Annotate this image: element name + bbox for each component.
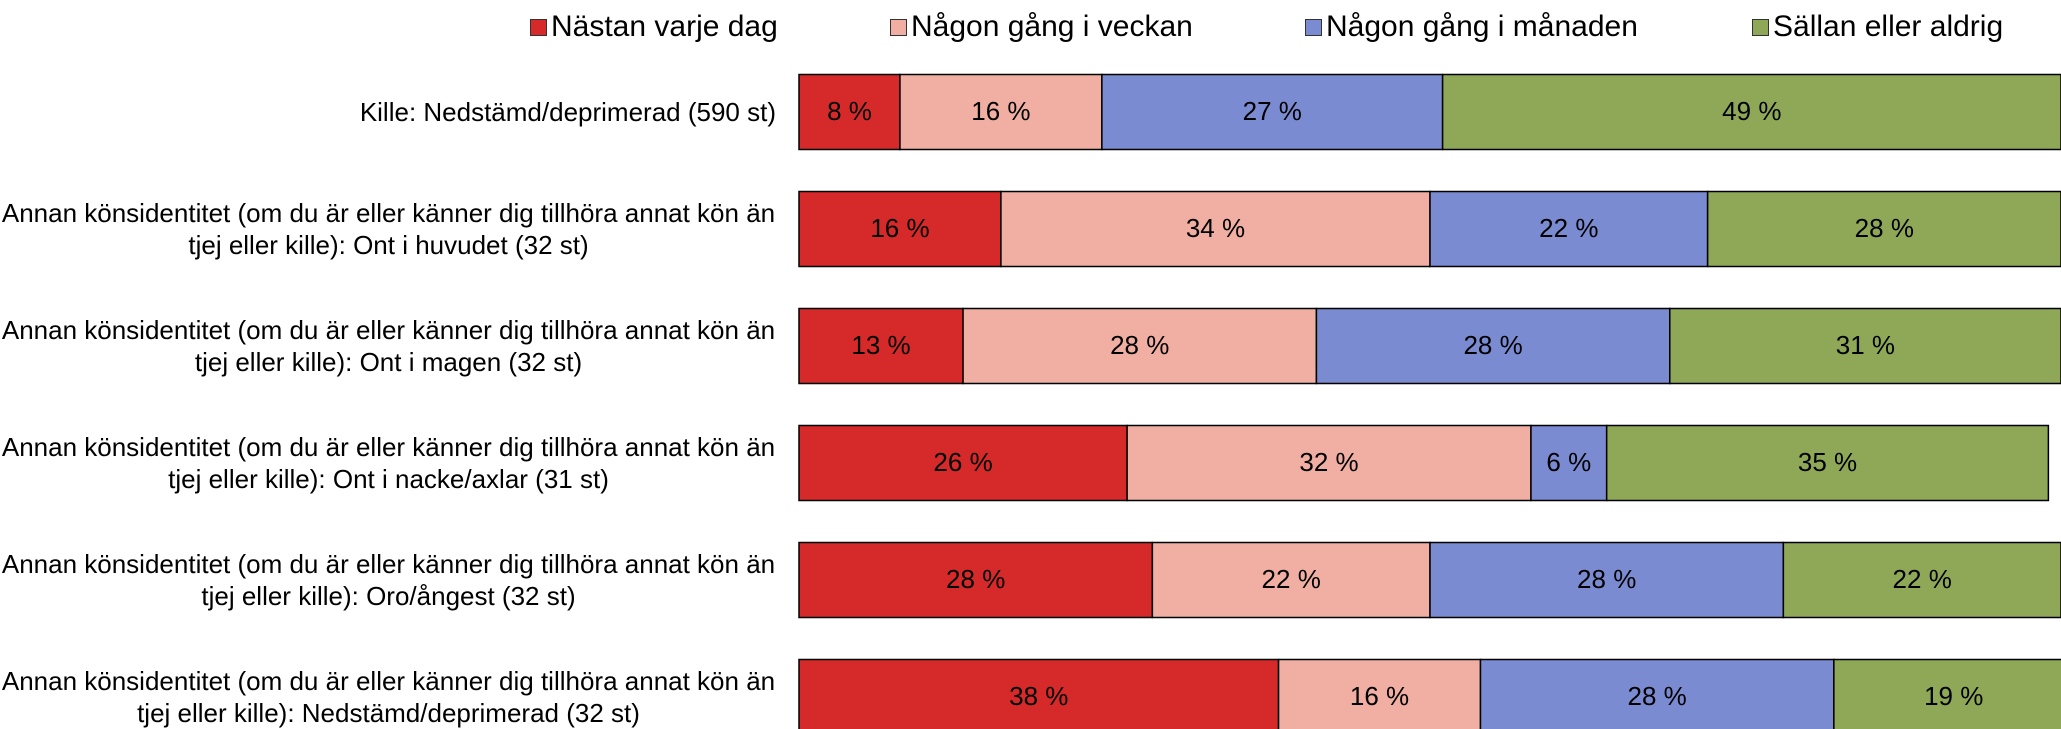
- bar-segment: [1429, 541, 1785, 619]
- value-label: 22 %: [1893, 564, 1952, 594]
- value-label: 22 %: [1539, 213, 1598, 243]
- value-label: 38 %: [1009, 681, 1068, 711]
- category-label: Annan könsidentitet (om du är eller känn…: [1, 315, 776, 377]
- value-label: 28 %: [1855, 213, 1914, 243]
- bar-segment: [1479, 658, 1835, 729]
- bar-segment: [798, 424, 1128, 502]
- bar-segment: [798, 190, 1002, 268]
- legend-label: Någon gång i månaden: [1326, 10, 1638, 43]
- bar-segment: [1315, 307, 1671, 385]
- value-label: 28 %: [1628, 681, 1687, 711]
- legend-item: Sällan eller aldrig: [1752, 10, 2003, 44]
- bar-segment: [798, 658, 1280, 729]
- bar-segment: [1605, 424, 2050, 502]
- value-label: 28 %: [1110, 330, 1169, 360]
- legend-label: Sällan eller aldrig: [1773, 10, 2004, 43]
- value-label: 31 %: [1836, 330, 1895, 360]
- value-label: 28 %: [946, 564, 1005, 594]
- bar-segment: [1669, 307, 2061, 385]
- bar-segment: [798, 541, 1154, 619]
- value-label: 8 %: [827, 96, 872, 126]
- bar-segment: [1277, 658, 1482, 729]
- bar-segment: [962, 307, 1318, 385]
- value-label: 49 %: [1722, 96, 1781, 126]
- bar-segment: [1833, 658, 2061, 729]
- value-label: 16 %: [1350, 681, 1409, 711]
- legend-label: Någon gång i veckan: [911, 10, 1193, 43]
- bar-segment: [1706, 190, 2061, 268]
- legend-swatch: [890, 18, 907, 36]
- value-label: 16 %: [971, 96, 1030, 126]
- value-label: 19 %: [1924, 681, 1983, 711]
- category-label: Annan könsidentitet (om du är eller känn…: [1, 432, 776, 494]
- bar-segment: [1441, 73, 2061, 151]
- legend-swatch: [1305, 18, 1322, 36]
- value-label: 35 %: [1798, 447, 1857, 477]
- value-label: 28 %: [1577, 564, 1636, 594]
- legend-item: Någon gång i månaden: [1305, 10, 1638, 44]
- category-label: Annan könsidentitet (om du är eller känn…: [1, 666, 776, 728]
- bar-segment: [1429, 190, 1709, 268]
- legend-label: Nästan varje dag: [551, 10, 778, 43]
- category-label: Annan könsidentitet (om du är eller känn…: [1, 549, 776, 611]
- bar-segment: [798, 73, 901, 151]
- value-label: 16 %: [870, 213, 929, 243]
- value-label: 6 %: [1546, 447, 1591, 477]
- bar-segment: [1000, 190, 1431, 268]
- bar-segment: [798, 307, 964, 385]
- value-label: 22 %: [1262, 564, 1321, 594]
- legend-item: Nästan varje dag: [530, 10, 778, 44]
- bar-segment: [1782, 541, 2061, 619]
- value-label: 28 %: [1463, 330, 1522, 360]
- category-label: Annan könsidentitet (om du är eller känn…: [1, 198, 776, 260]
- value-label: 27 %: [1243, 96, 1302, 126]
- bar-segment: [899, 73, 1103, 151]
- value-label: 34 %: [1186, 213, 1245, 243]
- category-label: Kille: Nedstämd/deprimerad (590 st): [359, 97, 776, 127]
- legend-swatch: [1752, 18, 1769, 36]
- legend-item: Någon gång i veckan: [890, 10, 1193, 44]
- value-label: 32 %: [1299, 447, 1358, 477]
- bar-segment: [1530, 424, 1608, 502]
- bar-segment: [1151, 541, 1431, 619]
- legend-swatch: [530, 18, 547, 36]
- value-label: 13 %: [851, 330, 910, 360]
- bar-segment: [1126, 424, 1532, 502]
- value-label: 26 %: [933, 447, 992, 477]
